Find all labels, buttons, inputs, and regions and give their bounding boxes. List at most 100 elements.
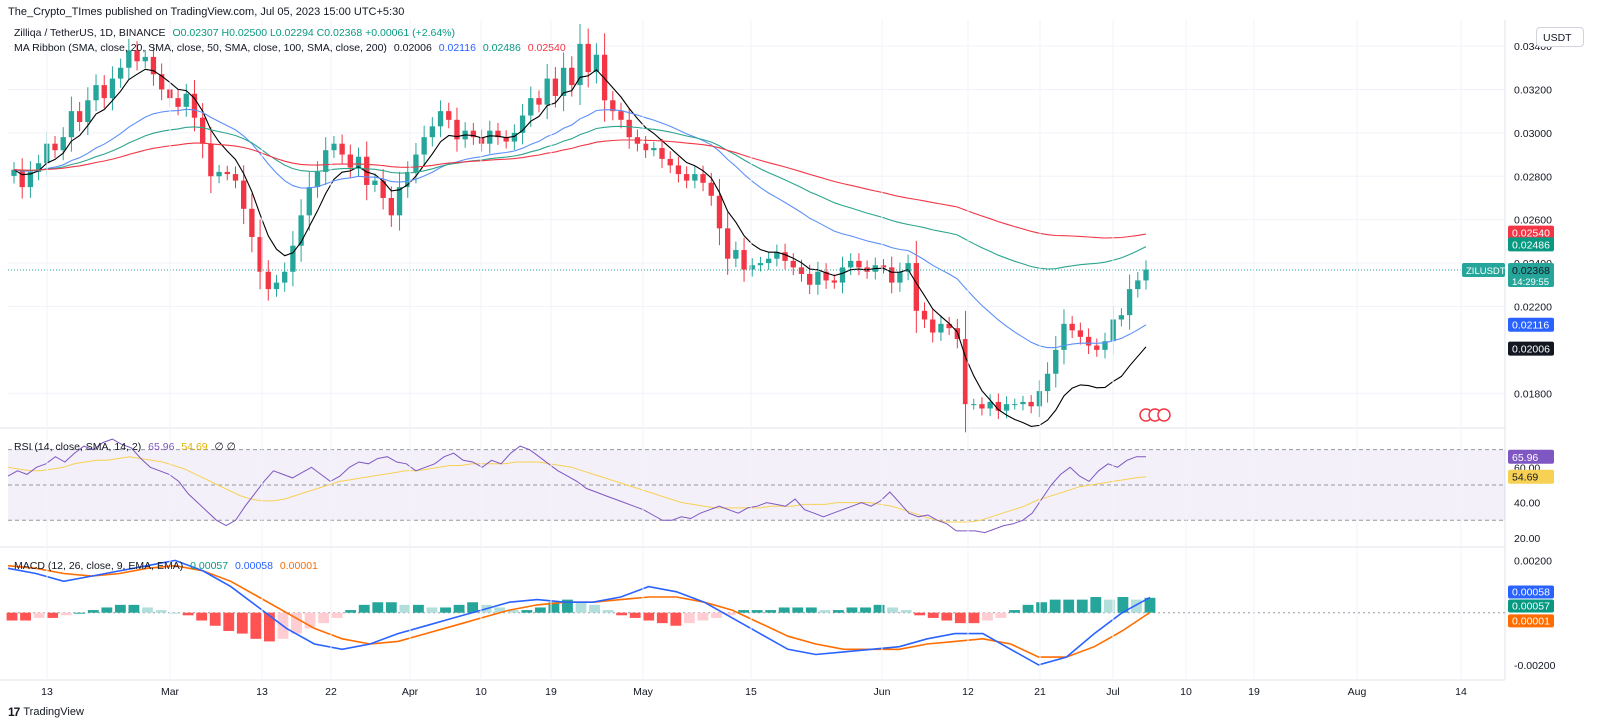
candle-body: [642, 143, 649, 151]
macd-histogram-bar: [941, 612, 953, 621]
candle-body: [85, 100, 91, 122]
candle-body: [593, 54, 600, 73]
macd-histogram-bar: [805, 607, 817, 613]
candle-body: [897, 271, 903, 283]
time-tick-label: 10: [1180, 686, 1192, 698]
event-flag-icon: [1157, 408, 1171, 422]
tradingview-logo: 17 TradingView: [8, 705, 84, 719]
candle-body: [1118, 315, 1125, 320]
ma20-value: 0.02006: [393, 42, 432, 54]
candle-body: [1020, 401, 1026, 405]
candle-body: [774, 252, 780, 259]
candle-body: [708, 182, 714, 196]
macd-histogram-bar: [182, 612, 194, 616]
ma200-price-badge-bg: [1508, 225, 1554, 240]
ohlc-values: O0.02307 H0.02500 L0.02294 C0.02368 +0.0…: [172, 27, 456, 39]
candle-body: [889, 267, 895, 283]
macd-histogram-bar: [358, 604, 370, 613]
candle-body: [839, 267, 846, 283]
candle-body: [913, 263, 919, 311]
candle-body: [962, 339, 969, 405]
macd-histogram-bar: [643, 612, 655, 621]
candle-body: [511, 132, 518, 142]
time-tick-label: Apr: [402, 686, 419, 698]
candle-body: [290, 245, 296, 272]
candle-body: [831, 280, 837, 283]
candle-body: [995, 401, 1002, 411]
candle-body: [224, 171, 230, 175]
macd-histogram-bar: [6, 612, 18, 621]
macd-histogram-bar: [318, 612, 330, 624]
candle-body: [380, 180, 386, 198]
candle-body: [282, 271, 288, 283]
candle-body: [610, 100, 616, 112]
candle-body: [823, 271, 829, 281]
candle-body: [1077, 330, 1084, 337]
macd-histogram-bar: [453, 604, 465, 613]
macd-histogram-bar: [670, 612, 682, 626]
macd-histogram-bar: [345, 610, 357, 613]
macd-histogram-bar: [331, 612, 343, 618]
candle-body: [560, 67, 567, 96]
candle-body: [1143, 269, 1149, 281]
macd-histogram-bar: [656, 612, 668, 624]
macd-histogram-bar: [87, 610, 99, 613]
candle-body: [856, 260, 862, 268]
candle-body: [675, 165, 682, 175]
price-tick-label: 0.02600: [1514, 215, 1552, 227]
macd-histogram-bar: [765, 610, 777, 613]
candle-body: [314, 171, 321, 188]
candle-body: [331, 143, 337, 151]
macd-histogram-bar: [1063, 599, 1075, 613]
time-tick-label: 13: [41, 686, 53, 698]
ma20-price-badge-bg: [1508, 341, 1554, 356]
time-tick-label: May: [633, 686, 654, 698]
candle-body: [946, 323, 952, 329]
candle-body: [667, 158, 673, 166]
rsi-tick-label: 20.00: [1514, 533, 1540, 545]
last-price-badge: 0.02368: [1512, 265, 1550, 277]
time-tick-label: 19: [545, 686, 557, 698]
candle-body: [585, 43, 591, 73]
macd-histogram-bar: [60, 612, 72, 616]
macd-histogram-bar: [507, 610, 519, 613]
macd-histogram-bar: [589, 604, 600, 613]
rsi-value-badge: 65.96: [1512, 452, 1538, 464]
candle-body: [651, 148, 657, 151]
macd-histogram-bar: [521, 610, 533, 613]
time-tick-label: 14: [1455, 686, 1467, 698]
macd-histogram-bar: [900, 610, 912, 613]
macd-histogram-bar: [982, 612, 993, 621]
rsi-value: 65.96: [148, 441, 175, 453]
macd-histogram-bar: [873, 604, 885, 613]
candle-body: [733, 250, 739, 259]
macd-legend: MACD (12, 26, close, 9, EMA, EMA) 0.0005…: [14, 560, 322, 572]
time-tick-label: Jul: [1106, 686, 1119, 698]
candle-body: [544, 78, 550, 105]
candle-body: [446, 111, 452, 120]
candle-body: [35, 163, 42, 172]
price-tick-label: 0.01800: [1514, 388, 1552, 400]
candle-body: [454, 119, 460, 140]
currency-button[interactable]: USDT: [1536, 27, 1584, 47]
candle-body: [298, 215, 304, 246]
macd-histogram-bar: [968, 612, 980, 624]
macd-histogram-bar: [724, 612, 736, 616]
macd-histogram-bar: [860, 607, 871, 613]
macd-histogram-bar: [169, 612, 180, 614]
candle-body: [921, 310, 928, 320]
macd-histogram-bar: [467, 602, 479, 613]
ma50-line: [13, 108, 1147, 349]
candle-body: [364, 156, 370, 185]
price-tick-label: 0.02800: [1514, 171, 1552, 183]
candle-body: [183, 93, 189, 107]
rsi-sma-badge: 54.69: [1512, 472, 1538, 484]
macd-histogram-bar: [1144, 597, 1156, 613]
candle-body: [339, 143, 345, 155]
macd-histogram-bar: [995, 612, 1007, 618]
candle-body: [216, 171, 222, 177]
candle-body: [569, 67, 575, 86]
macd-histogram-bar: [562, 599, 573, 613]
symbol-legend: Zilliqa / TetherUS, 1D, BINANCE O0.02307…: [14, 27, 459, 39]
